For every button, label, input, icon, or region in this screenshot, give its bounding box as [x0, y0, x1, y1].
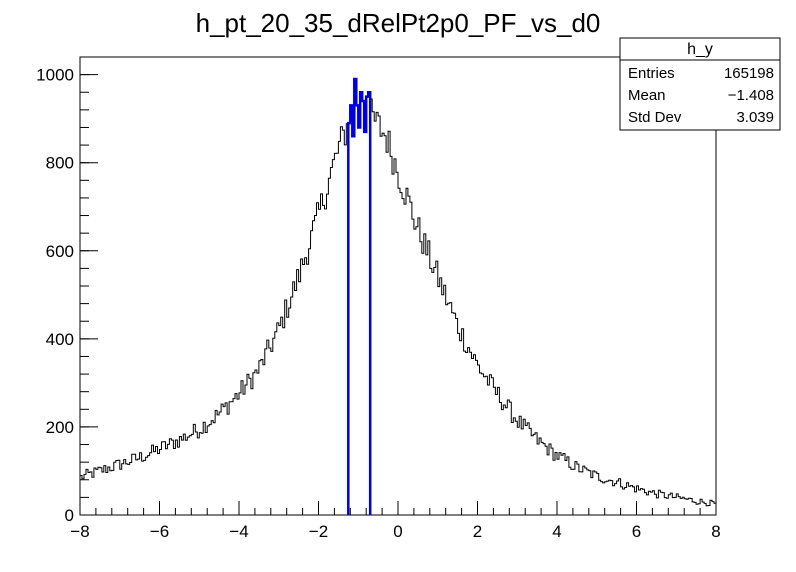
x-tick-label: −8	[70, 522, 89, 541]
chart-title: h_pt_20_35_dRelPt2p0_PF_vs_d0	[196, 8, 601, 38]
stats-box: h_y Entries 165198 Mean −1.408 Std Dev 3…	[619, 37, 781, 131]
stats-entries-label: Entries	[628, 65, 675, 82]
y-tick-label: 800	[46, 154, 74, 173]
x-tick-label: −6	[150, 522, 169, 541]
stats-stddev-label: Std Dev	[628, 109, 682, 126]
x-tick-label: 2	[473, 522, 482, 541]
x-tick-label: 0	[393, 522, 402, 541]
stats-stddev-value: 3.039	[736, 109, 774, 126]
x-tick-label: 8	[711, 522, 720, 541]
axes: −8 −6 −4 −2 0 2 4 6 8 0 200 400 600 800 1000	[36, 56, 721, 541]
x-tick-label: 6	[632, 522, 641, 541]
x-tick-label: 4	[552, 522, 561, 541]
series-layer	[80, 77, 716, 516]
y-tick-label: 600	[46, 242, 74, 261]
histogram-series-highlight	[347, 77, 372, 515]
y-tick-label: 1000	[36, 66, 74, 85]
x-tick-label: −4	[229, 522, 248, 541]
stats-mean-value: −1.408	[728, 87, 774, 104]
y-tick-label: 0	[65, 506, 74, 525]
stats-box-frame	[619, 37, 781, 131]
stats-mean-label: Mean	[628, 87, 666, 104]
y-tick-label: 200	[46, 418, 74, 437]
histogram-series-main	[80, 98, 716, 516]
stats-box-title: h_y	[687, 41, 713, 58]
stats-entries-value: 165198	[724, 65, 774, 82]
x-tick-label: −2	[309, 522, 328, 541]
y-tick-label: 400	[46, 330, 74, 349]
